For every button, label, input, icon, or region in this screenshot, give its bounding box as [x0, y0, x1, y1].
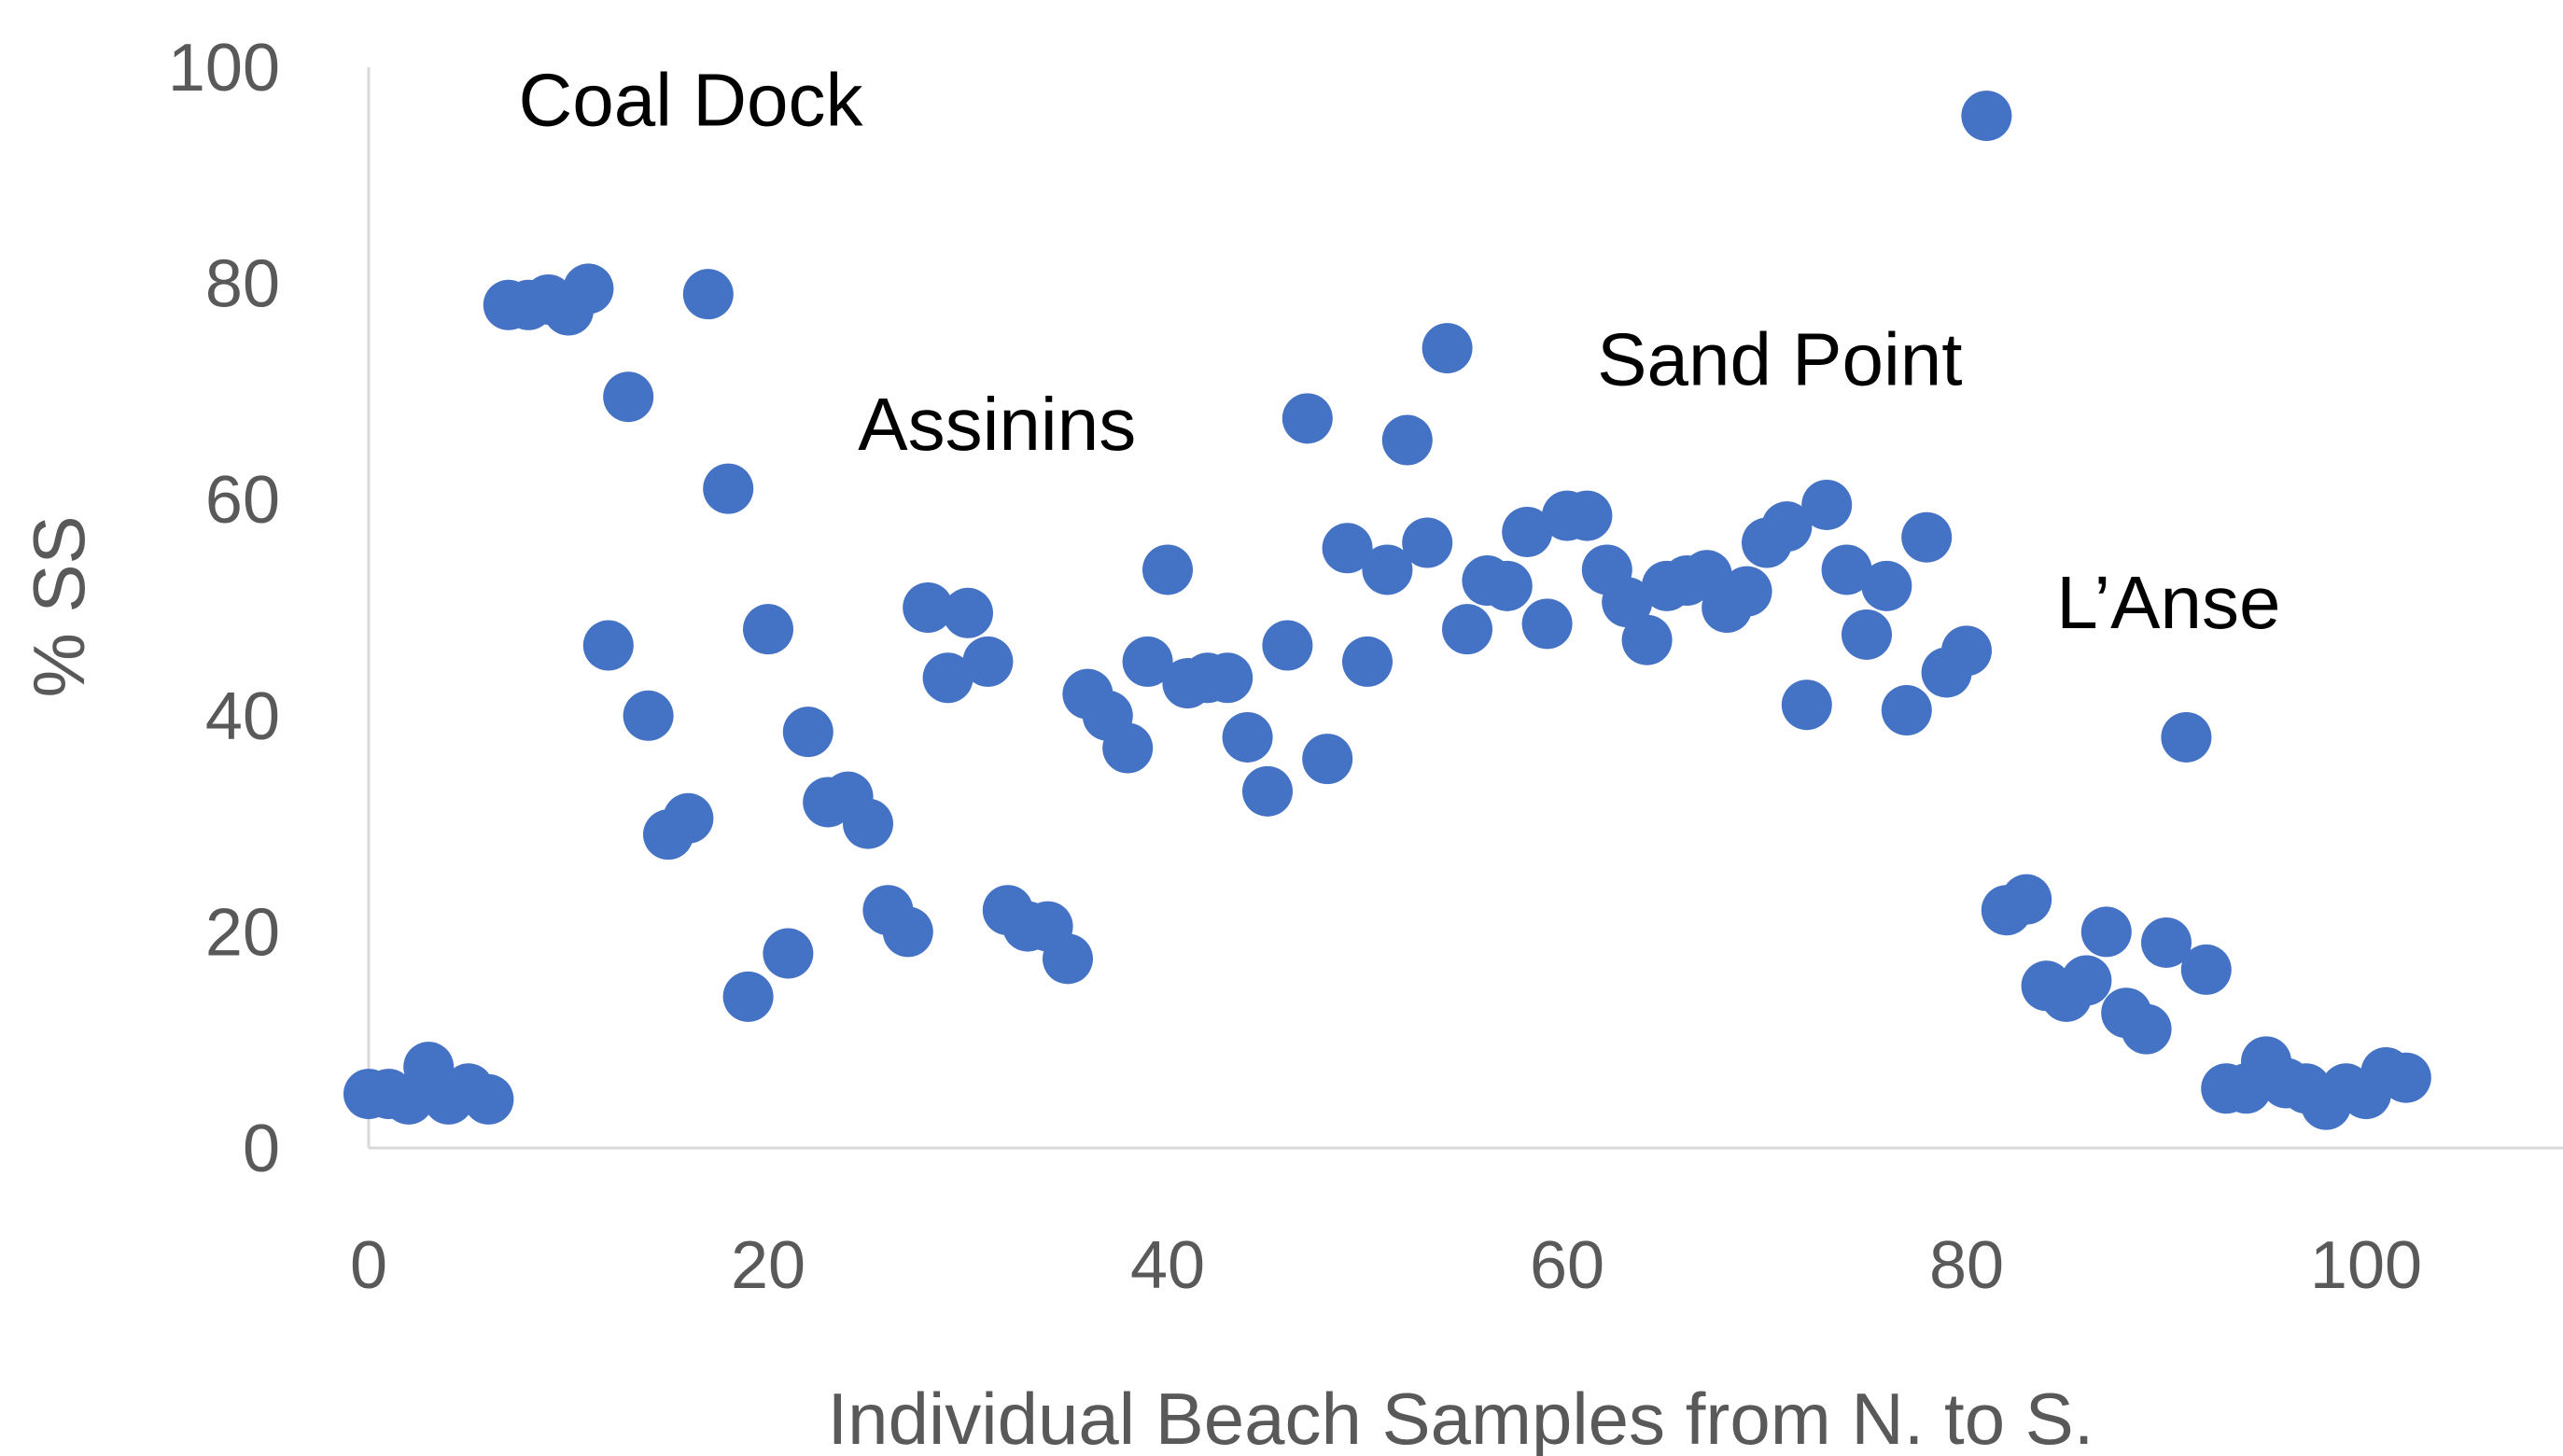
data-point	[1342, 636, 1393, 687]
y-tick-label: 0	[243, 1112, 280, 1186]
data-point	[603, 371, 654, 423]
data-point	[2380, 1052, 2431, 1103]
data-point	[962, 636, 1014, 687]
annotations: Coal Dock Assinins Sand Point L’Anse	[519, 59, 2281, 644]
data-point	[1043, 933, 1093, 985]
data-point	[1901, 511, 1953, 563]
data-point	[1801, 479, 1853, 530]
data-point	[1562, 490, 1613, 541]
data-point	[1322, 523, 1373, 574]
data-point	[1521, 598, 1573, 650]
data-point	[682, 269, 734, 320]
data-point	[1442, 604, 1492, 655]
data-point	[782, 707, 833, 758]
axes	[367, 67, 2563, 1150]
data-point	[843, 798, 893, 849]
data-point	[582, 620, 634, 671]
data-point	[922, 652, 973, 704]
data-point	[1761, 501, 1813, 553]
x-tick-label: 100	[2310, 1228, 2422, 1303]
data-point	[1302, 734, 1353, 785]
data-point	[1122, 636, 1173, 687]
data-point	[1821, 544, 1872, 595]
data-point	[1881, 685, 1932, 736]
data-point	[763, 928, 814, 979]
data-point	[1222, 711, 1273, 763]
data-point	[1481, 560, 1533, 611]
data-point	[2080, 906, 2132, 958]
annotation-label: Sand Point	[1597, 318, 1962, 401]
data-point	[2141, 917, 2192, 968]
data-point	[1381, 414, 1433, 466]
data-point	[1262, 620, 1313, 671]
data-point	[743, 604, 793, 655]
x-axis-title: Individual Beach Samples from N. to S.	[828, 1378, 2094, 1456]
data-point	[943, 587, 993, 638]
data-point	[1422, 323, 1473, 374]
data-point	[1242, 765, 1293, 817]
data-point	[1861, 560, 1912, 611]
y-axis-title: % SS	[18, 515, 100, 697]
data-points	[343, 91, 2431, 1130]
data-point	[1621, 614, 1673, 665]
data-point	[1502, 506, 1553, 557]
data-point	[1142, 544, 1193, 595]
data-point	[2001, 874, 2052, 925]
annotation-label: Coal Dock	[519, 59, 864, 142]
data-point	[2061, 955, 2112, 1006]
annotation-label: L’Anse	[2056, 561, 2280, 644]
x-tick-label: 80	[1929, 1228, 2004, 1303]
data-point	[1781, 679, 1832, 731]
x-tick-label: 0	[350, 1228, 387, 1303]
data-point	[1602, 577, 1653, 628]
data-point	[1721, 566, 1772, 617]
y-tick-label: 40	[205, 679, 280, 754]
y-tick-label: 60	[205, 463, 280, 538]
data-point	[463, 1073, 514, 1125]
data-point	[703, 463, 754, 514]
data-point	[2121, 1003, 2172, 1055]
y-tick-label: 100	[168, 31, 280, 105]
data-point	[1961, 91, 2012, 142]
data-point	[1282, 393, 1333, 444]
y-tick-label: 20	[205, 895, 280, 970]
data-point	[882, 906, 933, 958]
data-point	[563, 263, 614, 315]
y-tick-label: 80	[205, 247, 280, 322]
x-tick-label: 20	[731, 1228, 805, 1303]
tick-labels: 0 20 40 60 80 100 0 20 40 60 80 100	[168, 31, 2422, 1303]
data-point	[1402, 517, 1453, 568]
data-point	[1362, 544, 1413, 595]
data-point	[903, 582, 954, 633]
annotation-label: Assinins	[858, 383, 1136, 466]
x-tick-label: 60	[1530, 1228, 1604, 1303]
data-point	[2180, 944, 2232, 995]
data-point	[1941, 625, 1992, 677]
data-point	[1842, 609, 1892, 660]
x-tick-label: 40	[1130, 1228, 1205, 1303]
data-point	[623, 690, 674, 741]
data-point	[1102, 722, 1154, 774]
data-point	[722, 971, 774, 1022]
data-point	[1202, 652, 1253, 704]
data-point	[663, 792, 714, 844]
data-point	[2161, 711, 2212, 763]
